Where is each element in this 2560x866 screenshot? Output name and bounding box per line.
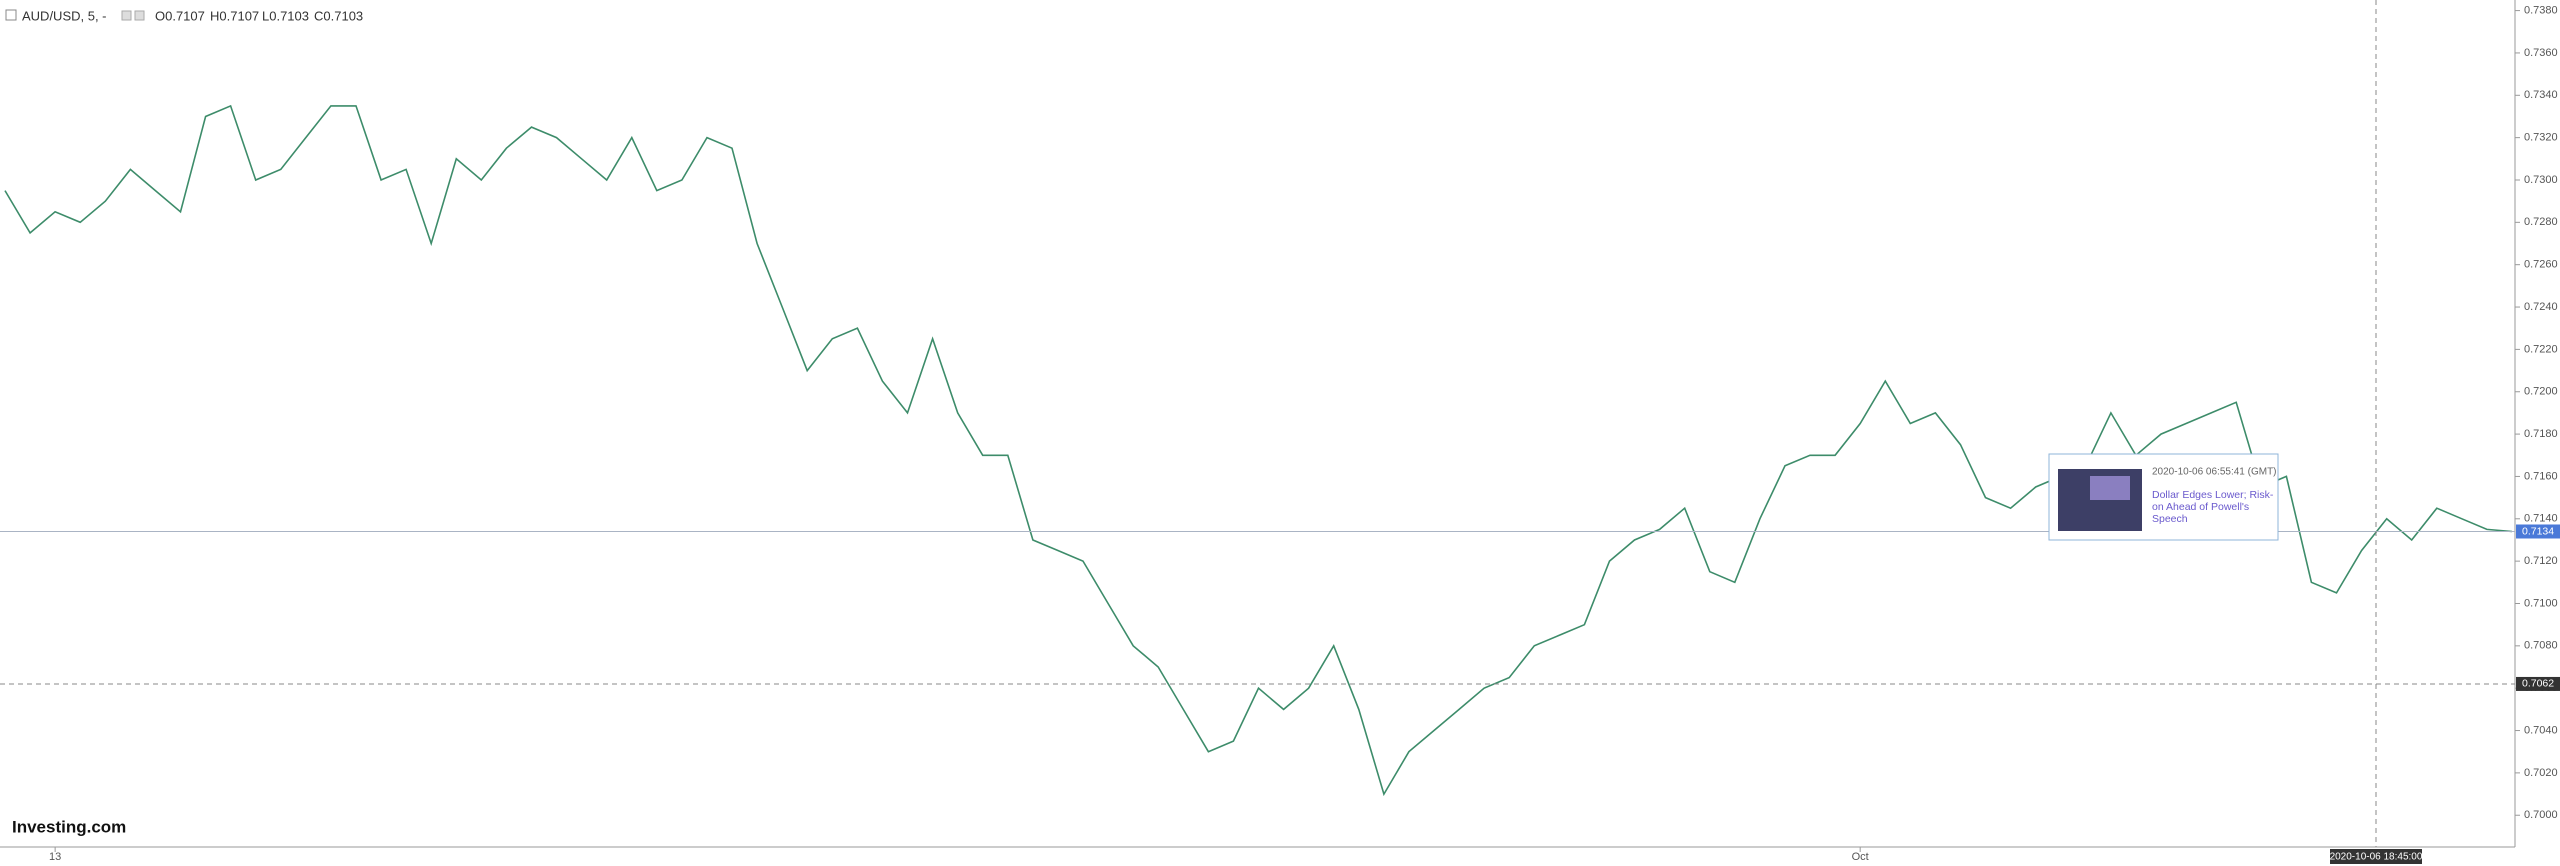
- y-tick-label: 0.7100: [2524, 597, 2558, 609]
- y-tick-label: 0.7000: [2524, 809, 2558, 821]
- ohlc-close: C0.7103: [314, 8, 363, 23]
- y-tick-label: 0.7160: [2524, 470, 2558, 482]
- crosshair-price-tag: [2516, 676, 2560, 691]
- y-tick-label: 0.7240: [2524, 301, 2558, 313]
- x-tick-label: 13: [49, 851, 61, 863]
- brand-logo: Investing.com: [12, 817, 126, 836]
- y-tick-label: 0.7360: [2524, 47, 2558, 59]
- y-tick-label: 0.7340: [2524, 89, 2558, 101]
- tooltip-thumbnail-detail: [2090, 476, 2130, 500]
- y-tick-label: 0.7300: [2524, 174, 2558, 186]
- tooltip-headline[interactable]: on Ahead of Powell's: [2152, 501, 2249, 513]
- y-tick-label: 0.7040: [2524, 724, 2558, 736]
- y-tick-label: 0.7020: [2524, 767, 2558, 779]
- header-icon[interactable]: [121, 10, 132, 21]
- y-tick-label: 0.7260: [2524, 259, 2558, 271]
- tooltip-time: 2020-10-06 06:55:41 (GMT): [2152, 467, 2277, 478]
- y-tick-label: 0.7200: [2524, 386, 2558, 398]
- y-tick-label: 0.7180: [2524, 428, 2558, 440]
- crosshair-time-label: 2020-10-06 18:45:00: [2330, 852, 2423, 863]
- crosshair-time-tag: [2330, 849, 2422, 864]
- ohlc-high: H0.7107: [210, 8, 259, 23]
- y-tick-label: 0.7080: [2524, 640, 2558, 652]
- y-tick-label: 0.7320: [2524, 132, 2558, 144]
- tooltip-headline[interactable]: Dollar Edges Lower; Risk-: [2152, 489, 2274, 501]
- y-tick-label: 0.7280: [2524, 216, 2558, 228]
- news-tooltip: 2020-10-06 06:55:41 (GMT) Dollar Edges L…: [2048, 453, 2279, 541]
- last-price-tag: [2516, 524, 2560, 539]
- y-tick-label: 0.7140: [2524, 513, 2558, 525]
- price-line: [4, 104, 2513, 797]
- tooltip-headline[interactable]: Speech: [2152, 513, 2188, 525]
- last-price-label: 0.7134: [2522, 525, 2554, 537]
- chart-title: AUD/USD, 5, -: [22, 8, 107, 23]
- x-tick-label: Oct: [1852, 851, 1869, 863]
- crosshair-price-label: 0.7062: [2522, 678, 2554, 690]
- collapse-icon[interactable]: [5, 9, 17, 21]
- ohlc-low: L0.7103: [262, 8, 309, 23]
- header-icon[interactable]: [134, 10, 145, 21]
- y-tick-label: 0.7120: [2524, 555, 2558, 567]
- ohlc-open: O0.7107: [155, 8, 205, 23]
- y-tick-label: 0.7220: [2524, 343, 2558, 355]
- y-tick-label: 0.7380: [2524, 4, 2558, 16]
